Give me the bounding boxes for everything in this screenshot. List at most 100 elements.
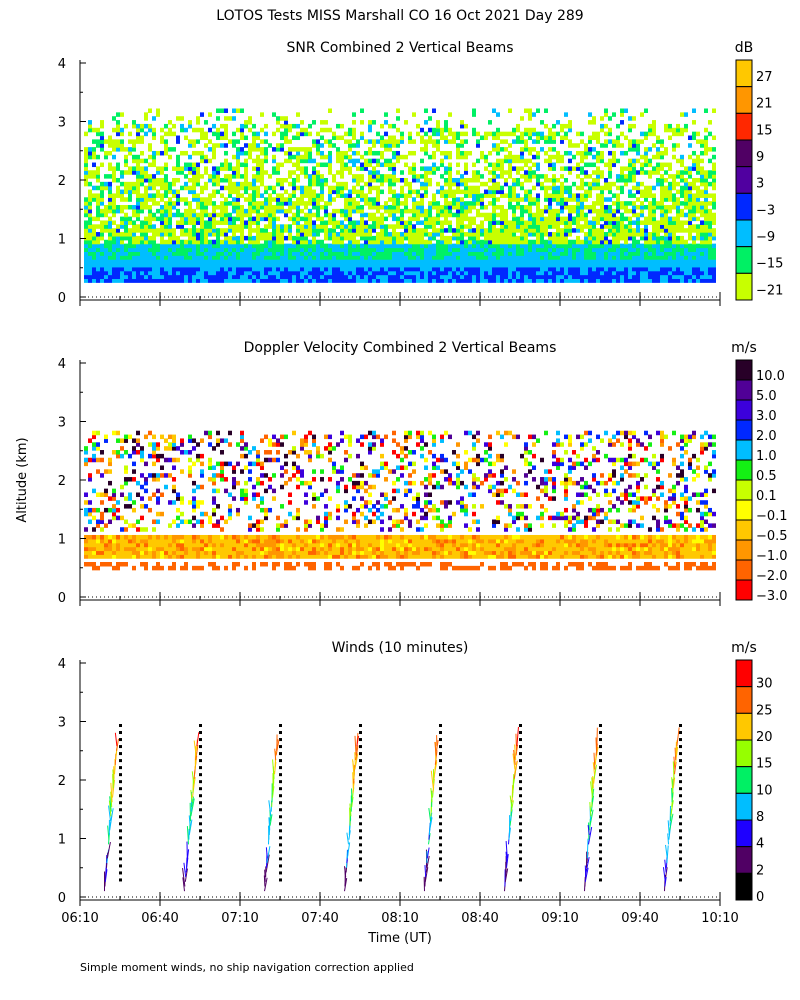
snr-cell [432,197,436,202]
snr-cell [448,201,452,206]
snr-cell [532,239,536,245]
snr-cell [548,255,552,260]
snr-cell [524,197,528,202]
snr-cell [272,185,276,191]
snr-cell [92,228,96,233]
snr-cell [136,239,140,245]
snr-cell [404,243,408,249]
snr-cell [548,220,552,225]
snr-cell [676,247,680,252]
snr-cell [612,278,616,283]
snr-cell [444,205,448,210]
snr-cell [688,235,692,241]
snr-cell [656,147,660,152]
snr-cell [128,262,132,268]
snr-cell [280,201,284,206]
snr-cell [692,166,696,171]
snr-cell [296,154,300,160]
snr-cell [520,255,524,260]
snr-cell [480,220,484,225]
snr-cell [112,154,116,160]
snr-cell [288,216,292,222]
snr-cell [168,262,172,268]
snr-cell [360,189,364,195]
snr-cell [620,185,624,191]
snr-cell [452,247,456,252]
snr-cell [84,255,88,260]
snr-cell [700,150,704,156]
doppler-cell [92,550,96,555]
snr-cell [168,232,172,237]
snr-cell [340,162,344,168]
snr-cell [436,232,440,237]
snr-cell [288,127,292,133]
snr-cell [236,150,240,156]
snr-cell [680,193,684,198]
snr-cell [588,274,592,280]
snr-cell [456,228,460,233]
doppler-cell [92,457,96,463]
snr-cell [544,274,548,280]
snr-cell [96,224,100,229]
snr-cell [184,270,188,276]
snr-cell [596,193,600,198]
snr-cell [480,251,484,256]
snr-cell [156,274,160,280]
snr-cell [588,266,592,272]
snr-cell [360,251,364,256]
snr-cell [308,251,312,256]
snr-cell [340,262,344,268]
snr-cell [100,143,104,148]
snr-cell [388,251,392,256]
snr-cell [572,154,576,160]
snr-cell [184,181,188,187]
snr-cell [660,266,664,272]
snr-cell [512,251,516,256]
snr-cell [588,150,592,156]
snr-cell [260,158,264,164]
snr-cell [216,259,220,264]
snr-cell [656,235,660,241]
panel-title: Doppler Velocity Combined 2 Vertical Bea… [244,340,557,356]
snr-cell [164,166,168,171]
snr-cell [688,216,692,222]
snr-cell [456,170,460,175]
snr-cell [148,162,152,168]
snr-cell [108,266,112,272]
snr-cell [528,112,532,117]
snr-cell [540,278,544,283]
snr-cell [576,166,580,171]
snr-cell [664,162,668,168]
snr-cell [92,139,96,144]
snr-cell [188,120,192,125]
snr-cell [164,150,168,156]
colorbar-label: −15 [756,257,783,272]
snr-cell [280,243,284,249]
snr-cell [452,131,456,137]
snr-cell [396,239,400,245]
snr-cell [460,255,464,260]
snr-cell [112,259,116,264]
snr-cell [676,174,680,179]
snr-cell [164,243,168,249]
snr-cell [640,228,644,233]
snr-cell [216,205,220,210]
snr-cell [324,262,328,268]
snr-cell [544,189,548,195]
snr-cell [380,228,384,233]
snr-cell [564,235,568,241]
snr-cell [676,189,680,195]
snr-cell [216,274,220,280]
snr-cell [612,143,616,148]
snr-cell [600,143,604,148]
snr-cell [592,181,596,187]
snr-cell [440,247,444,252]
snr-cell [396,220,400,225]
snr-cell [148,251,152,256]
snr-cell [468,220,472,225]
snr-cell [664,150,668,156]
snr-cell [280,266,284,272]
snr-cell [616,251,620,256]
snr-cell [260,127,264,133]
snr-cell [168,278,172,283]
